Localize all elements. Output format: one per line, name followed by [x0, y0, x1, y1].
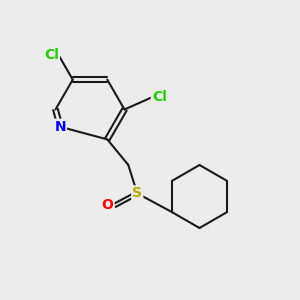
- Text: Cl: Cl: [152, 90, 167, 104]
- Text: S: S: [132, 186, 142, 200]
- Text: Cl: Cl: [44, 48, 59, 62]
- Text: N: N: [54, 120, 66, 134]
- Text: O: O: [102, 198, 113, 212]
